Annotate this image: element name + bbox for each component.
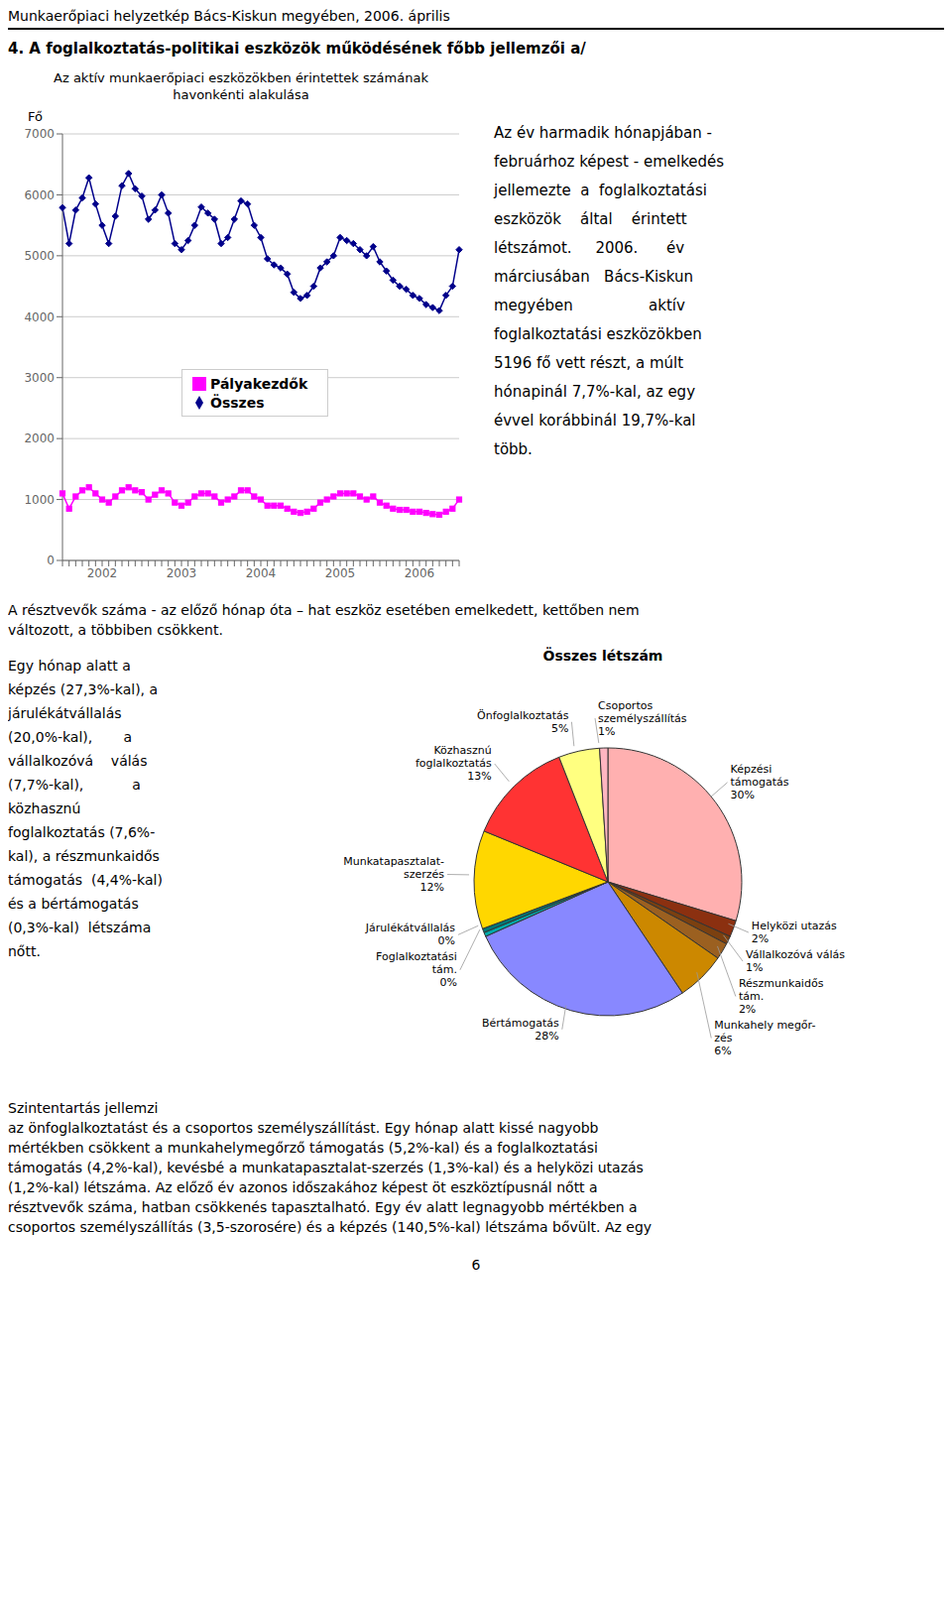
html-text:A résztvevők száma - az előző: A résztvevők száma - az előző hónap óta …	[7, 601, 640, 618]
svg-text:foglalkoztatás: foglalkoztatás	[415, 756, 492, 770]
html-text:hónapinál 7,7%-kal, az egy: hónapinál 7,7%-kal, az egy	[493, 382, 696, 401]
svg-text:3000: 3000	[23, 370, 55, 385]
svg-text:tám.: tám.	[738, 989, 764, 1003]
html-text:nőtt.: nőtt.	[7, 943, 41, 959]
svg-text:0: 0	[46, 553, 55, 568]
svg-text:2002: 2002	[87, 566, 119, 581]
svg-text:Helyközi utazás: Helyközi utazás	[751, 919, 837, 933]
html-text:kal), a részmunkaidős: kal), a részmunkaidős	[7, 847, 160, 864]
html-text:csoportos személyszállítás (3,: csoportos személyszállítás (3,5-szorosér…	[7, 1218, 652, 1235]
svg-text:2004: 2004	[245, 566, 277, 581]
html-text:résztvevők száma, hatban csökk: résztvevők száma, hatban csökkenés tapas…	[7, 1198, 638, 1215]
html-text:vállalkozóvá válás: vállalkozóvá válás	[7, 752, 148, 769]
svg-text:Foglalkoztatási: Foglalkoztatási	[375, 950, 458, 963]
html-text:eszközök által érintett: eszközök által érintett	[493, 210, 687, 229]
html-text:Pályakezdők: Pályakezdők	[210, 375, 308, 392]
svg-text:1000: 1000	[23, 492, 55, 507]
html-text:közhasznú: közhasznú	[7, 800, 81, 817]
html-text:Az év harmadik hónapjában -: Az év harmadik hónapjában -	[493, 123, 713, 142]
svg-text:személyszállítás: személyszállítás	[597, 712, 688, 725]
svg-text:tám.: tám.	[432, 962, 458, 976]
svg-text:támogatás: támogatás	[730, 775, 790, 789]
html-text:létszámot. 2006. év: létszámot. 2006. év	[493, 238, 685, 257]
html-text:6: 6	[471, 1256, 481, 1273]
svg-text:Képzési: Képzési	[730, 762, 773, 776]
svg-text:1%: 1%	[597, 724, 615, 738]
html-text:foglalkoztatás (7,6%-: foglalkoztatás (7,6%-	[7, 824, 155, 840]
svg-text:Munkahely megőr-: Munkahely megőr-	[714, 1018, 816, 1032]
html-text:Fő: Fő	[27, 109, 43, 124]
svg-text:6000: 6000	[23, 188, 55, 203]
html-text:járulékátvállalás: járulékátvállalás	[7, 705, 122, 721]
html-text:(1,2%-kal) létszáma. Az előző: (1,2%-kal) létszáma. Az előző év azonos …	[7, 1179, 598, 1195]
svg-text:Csoportos: Csoportos	[597, 699, 653, 713]
svg-text:1%: 1%	[745, 960, 763, 974]
html-text:(7,7%-kal), a: (7,7%-kal), a	[7, 776, 141, 793]
svg-text:0%: 0%	[439, 975, 457, 989]
svg-text:7000: 7000	[23, 126, 55, 141]
svg-text:2005: 2005	[325, 566, 357, 581]
html-text:havonkénti alakulása: havonkénti alakulása	[172, 87, 310, 103]
svg-text:Bértámogatás: Bértámogatás	[481, 1016, 560, 1030]
html-text:februárhoz képest - emelkedés: februárhoz képest - emelkedés	[493, 152, 725, 171]
svg-text:Önfoglalkoztatás: Önfoglalkoztatás	[476, 709, 570, 722]
html-text:képzés (27,3%-kal), a: képzés (27,3%-kal), a	[7, 681, 158, 698]
svg-text:2%: 2%	[738, 1002, 756, 1016]
svg-text:Munkatapasztalat-: Munkatapasztalat-	[343, 854, 445, 868]
html-text:Egy hónap alatt a: Egy hónap alatt a	[7, 657, 131, 674]
svg-text:12%: 12%	[420, 880, 445, 894]
svg-text:28%: 28%	[534, 1029, 559, 1043]
html-text:és a bértámogatás: és a bértámogatás	[7, 895, 139, 912]
html-text:jellemezte a foglalkoztatási: jellemezte a foglalkoztatási	[493, 181, 707, 200]
html-text:(0,3%-kal) létszáma: (0,3%-kal) létszáma	[7, 919, 151, 936]
html-text:Szintentartás jellemzi: Szintentartás jellemzi	[7, 1099, 159, 1116]
svg-text:2003: 2003	[166, 566, 198, 581]
svg-text:5000: 5000	[23, 248, 55, 263]
svg-text:szerzés: szerzés	[403, 867, 445, 881]
html-text:Munkaerőpiaci helyzetkép Bács-: Munkaerőpiaci helyzetkép Bács-Kiskun meg…	[7, 7, 451, 24]
svg-text:Közhasznú: Közhasznú	[433, 743, 491, 757]
svg-text:13%: 13%	[467, 769, 491, 783]
html-text:Összes létszám: Összes létszám	[542, 647, 663, 664]
svg-text:2000: 2000	[23, 431, 55, 446]
svg-text:4000: 4000	[23, 310, 55, 325]
html-text:(20,0%-kal), a: (20,0%-kal), a	[7, 728, 132, 745]
svg-text:Járulékátvállalás: Járulékátvállalás	[364, 921, 456, 935]
html-text:megyében aktív: megyében aktív	[493, 296, 686, 315]
html-text:az önfoglalkoztatást és a csop: az önfoglalkoztatást és a csoportos szem…	[7, 1119, 599, 1136]
html-text:Az aktív munkaerőpiaci eszközö: Az aktív munkaerőpiaci eszközökben érint…	[53, 70, 429, 86]
svg-text:0%: 0%	[438, 934, 456, 948]
svg-text:2%: 2%	[751, 932, 769, 946]
svg-text:6%: 6%	[714, 1044, 731, 1058]
html-text:támogatás (4,2%-kal), kevésbé: támogatás (4,2%-kal), kevésbé a munkatap…	[7, 1159, 644, 1176]
html-text:márciusában Bács-Kiskun: márciusában Bács-Kiskun	[493, 267, 694, 286]
svg-text:zés: zés	[714, 1031, 733, 1045]
html-text:foglalkoztatási eszközökben: foglalkoztatási eszközökben	[493, 325, 703, 344]
svg-text:5%: 5%	[551, 721, 569, 735]
html-text:4. A foglalkoztatás-politikai: 4. A foglalkoztatás-politikai eszközök m…	[7, 39, 586, 58]
html-text:Összes: Összes	[210, 394, 265, 411]
svg-text:2006: 2006	[404, 566, 436, 581]
html-text:több.: több.	[493, 440, 533, 459]
svg-text:Részmunkaidős: Részmunkaidős	[738, 976, 825, 990]
html-text:5196 fő vett részt, a múlt: 5196 fő vett részt, a múlt	[493, 354, 684, 372]
html-text:változott, a többiben csökkent: változott, a többiben csökkent.	[7, 621, 224, 638]
html-text:évvel korábbinál 19,7%-kal: évvel korábbinál 19,7%-kal	[493, 411, 696, 430]
html-text:támogatás (4,4%-kal): támogatás (4,4%-kal)	[7, 871, 163, 888]
html-text:mértékben csökkent a munkahely: mértékben csökkent a munkahelymegőrző tá…	[7, 1139, 598, 1156]
svg-text:Vállalkozóvá válás: Vállalkozóvá válás	[745, 948, 845, 961]
svg-text:30%: 30%	[730, 788, 755, 802]
